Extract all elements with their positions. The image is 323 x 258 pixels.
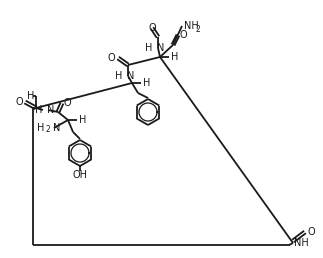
Text: H: H <box>143 78 151 88</box>
Text: O: O <box>308 227 316 237</box>
Text: H: H <box>171 52 178 62</box>
Text: H: H <box>36 123 44 133</box>
Text: H: H <box>145 43 152 53</box>
Text: N: N <box>47 105 54 115</box>
Text: 2: 2 <box>46 125 50 134</box>
Text: O: O <box>64 98 72 108</box>
Text: H: H <box>79 115 86 125</box>
Text: O: O <box>16 97 23 107</box>
Text: N: N <box>127 71 134 81</box>
Text: H: H <box>35 105 42 115</box>
Text: 2: 2 <box>195 25 200 34</box>
Text: NH: NH <box>184 21 199 31</box>
Text: N: N <box>157 43 164 53</box>
Text: H: H <box>26 91 34 101</box>
Text: OH: OH <box>72 170 88 180</box>
Text: H: H <box>115 71 122 81</box>
Text: O: O <box>180 30 188 40</box>
Text: NH: NH <box>294 238 309 248</box>
Text: N: N <box>53 123 60 133</box>
Text: O: O <box>107 53 115 63</box>
Text: O: O <box>148 23 156 33</box>
